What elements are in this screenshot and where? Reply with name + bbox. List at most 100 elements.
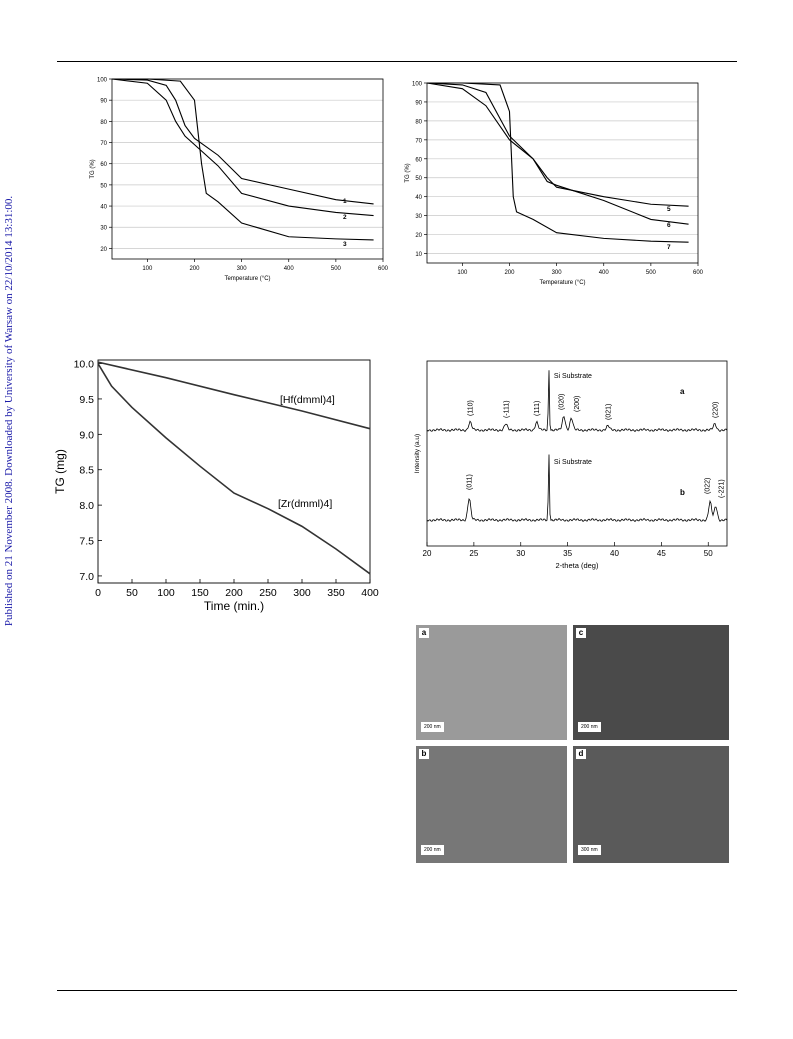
peak-label: (-221) [718, 479, 725, 498]
y-axis-label: Intensity (a.u) [414, 434, 421, 473]
x-tick-label: 30 [516, 549, 525, 558]
tg-curve-1 [111, 78, 374, 205]
sem-label: a [419, 628, 429, 638]
x-tick-label: 300 [293, 587, 311, 599]
y-tick-label: 8.5 [79, 465, 94, 477]
xrd-trace-b [426, 454, 728, 523]
y-axis-label: TG (%) [405, 163, 411, 182]
x-axis-label: Temperature (°C) [224, 276, 270, 282]
y-tick-label: 60 [415, 157, 422, 163]
y-axis-label: TG (mg) [53, 449, 67, 494]
x-tick-label: 50 [126, 587, 138, 599]
tg-curve-3 [112, 78, 374, 241]
x-tick-label: 600 [378, 266, 389, 272]
x-tick-label: 350 [327, 587, 345, 599]
y-tick-label: 60 [100, 162, 107, 168]
x-tick-label: 250 [259, 587, 277, 599]
trace-label-b: b [680, 488, 685, 497]
x-tick-label: 400 [599, 270, 610, 276]
x-tick-label: 500 [331, 266, 342, 272]
y-tick-label: 20 [415, 233, 422, 239]
peak-label: (-111) [503, 400, 510, 418]
x-tick-label: 500 [646, 270, 657, 276]
xrd-trace-a [426, 370, 728, 433]
x-tick-label: 100 [157, 587, 175, 599]
x-tick-label: 25 [469, 549, 478, 558]
tg-chart-right: 10 20 30 40 50 60 70 80 90 100 100 200 300 400 500 600 T… [405, 82, 704, 287]
x-axis-label: 2-theta (deg) [556, 561, 599, 570]
bottom-rule [57, 990, 737, 991]
substrate-label-a: Si Substrate [554, 373, 592, 380]
y-tick-label: 100 [97, 78, 108, 84]
x-tick-label: 200 [225, 587, 243, 599]
sem-panel-c: c 200 nm [573, 625, 729, 740]
scale-bar: 300 nm [578, 845, 601, 855]
y-tick-label: 9.0 [79, 429, 94, 441]
x-tick-label: 400 [361, 587, 379, 599]
tg-curve [97, 363, 371, 575]
x-tick-label: 50 [704, 549, 713, 558]
y-tick-label: 8.0 [79, 500, 94, 512]
y-tick-label: 7.0 [79, 571, 94, 583]
xrd-chart: 20 25 30 35 40 45 50 2-theta (deg) Intensity (a.… [414, 360, 728, 570]
sem-panel-d: d 300 nm [573, 746, 729, 863]
x-tick-label: 400 [284, 266, 295, 272]
y-tick-label: 40 [415, 195, 422, 201]
x-axis-label: Temperature (°C) [539, 280, 585, 286]
x-tick-label: 100 [457, 270, 468, 276]
y-tick-label: 20 [100, 247, 107, 253]
y-tick-label: 30 [100, 226, 107, 232]
y-tick-label: 70 [100, 141, 107, 147]
curve-label-3: 3 [343, 241, 347, 248]
sem-label: b [419, 749, 429, 759]
scale-bar: 200 nm [421, 845, 444, 855]
peak-label: (200) [574, 396, 581, 412]
y-tick-label: 10 [415, 252, 422, 258]
publication-sidebar: Published on 21 November 2008. Downloade… [0, 0, 30, 1039]
curve-label-1: 1 [343, 198, 347, 205]
x-tick-label: 45 [657, 549, 666, 558]
y-tick-label: 50 [100, 183, 107, 189]
y-axis-label: TG (%) [90, 159, 96, 178]
peak-label: (022) [705, 478, 712, 494]
substrate-label-b: Si Substrate [554, 459, 592, 466]
series-label: [Hf(dmml)4] [280, 394, 335, 406]
sem-panel-a: a 200 nm [416, 625, 567, 740]
x-tick-label: 35 [563, 549, 572, 558]
curve-label-5: 5 [667, 206, 671, 213]
curve-label-2: 2 [343, 214, 347, 221]
tg-curve-2 [111, 78, 374, 217]
y-tick-label: 7.5 [79, 536, 94, 548]
x-tick-label: 40 [610, 549, 619, 558]
sem-panel-b: b 200 nm [416, 746, 567, 863]
tg-time-chart: 7.0 7.5 8.0 8.5 9.0 9.5 10.0 0 50 100 150 200 250 300… [53, 359, 379, 613]
peak-label: (011) [467, 474, 474, 490]
plot-frame [111, 78, 384, 260]
scale-bar: 200 nm [421, 722, 444, 732]
tg-chart-left: 20 30 40 50 60 70 80 90 100 100 200 300 400 500 600 Tem… [90, 78, 389, 283]
plot-frame [426, 360, 728, 547]
curve-label-7: 7 [667, 244, 671, 251]
x-tick-label: 200 [504, 270, 515, 276]
x-tick-label: 0 [95, 587, 101, 599]
x-tick-label: 300 [237, 266, 248, 272]
tg-curve-6 [426, 82, 689, 225]
publication-note[interactable]: Published on 21 November 2008. Downloade… [3, 195, 15, 627]
y-tick-label: 40 [100, 205, 107, 211]
y-tick-label: 100 [412, 82, 423, 88]
peak-label: (220) [712, 402, 719, 418]
y-tick-label: 30 [415, 214, 422, 220]
x-tick-label: 600 [693, 270, 704, 276]
peak-label: (110) [468, 400, 475, 416]
y-tick-label: 70 [415, 138, 422, 144]
series-label: [Zr(dmml)4] [278, 498, 332, 510]
top-rule [57, 61, 737, 62]
x-tick-label: 200 [189, 266, 200, 272]
y-tick-label: 90 [100, 99, 107, 105]
y-tick-label: 50 [415, 176, 422, 182]
x-tick-label: 20 [423, 549, 432, 558]
scale-bar: 200 nm [578, 722, 601, 732]
trace-label-a: a [680, 387, 685, 396]
sem-label: d [576, 749, 586, 759]
y-tick-label: 80 [415, 119, 422, 125]
